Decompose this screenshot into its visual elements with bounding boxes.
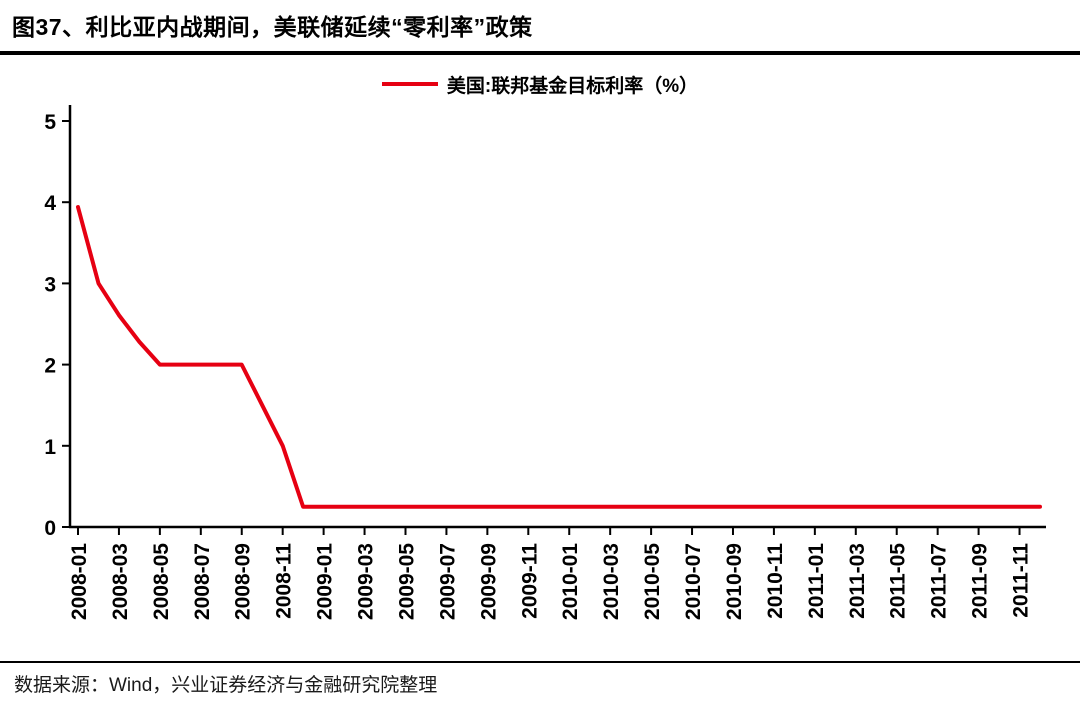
x-tick-label: 2010-11 — [764, 543, 787, 619]
x-tick-label: 2010-03 — [600, 543, 623, 620]
y-tick-label: 4 — [44, 192, 56, 215]
x-tick-label: 2008-09 — [232, 543, 255, 620]
data-source-text: 数据来源：Wind，兴业证券经济与金融研究院整理 — [14, 675, 438, 696]
y-tick-label: 1 — [44, 436, 56, 459]
x-tick-label: 2009-03 — [355, 543, 378, 620]
legend-series-label: 美国:联邦基金目标利率（%） — [446, 75, 699, 97]
chart-svg: 0 1 2 3 4 5 2008-01 2008-03 2008-05 2008-07 2008-0… — [44, 105, 1046, 620]
chart-area: 0 1 2 3 4 5 2008-01 2008-03 2008-05 2008-07 2008-0… — [0, 97, 1080, 657]
legend-line-swatch — [381, 82, 438, 86]
x-tick-label: 2011-09 — [969, 543, 992, 619]
x-tick-label: 2011-03 — [846, 543, 869, 619]
x-tick-label: 2009-05 — [395, 543, 418, 620]
y-tick-label: 0 — [44, 517, 56, 540]
x-tick-label: 2009-09 — [477, 543, 500, 620]
x-tick-label: 2008-05 — [150, 543, 173, 620]
y-tick-label: 5 — [44, 111, 56, 134]
fed-funds-rate-line — [76, 205, 1042, 509]
chart-legend: 美国:联邦基金目标利率（%） — [0, 71, 1080, 97]
x-tick-label: 2008-11 — [273, 543, 296, 619]
x-tick-label: 2011-11 — [1010, 543, 1033, 618]
x-tick-label: 2009-11 — [518, 543, 541, 619]
y-tick-label: 3 — [44, 273, 56, 296]
x-tick-label: 2010-09 — [723, 543, 746, 620]
x-tick-label: 2010-01 — [559, 543, 582, 620]
y-tick-label: 2 — [44, 355, 56, 378]
x-tick-label: 2010-07 — [682, 543, 705, 620]
x-tick-label: 2011-01 — [805, 543, 828, 619]
x-tick-label: 2008-07 — [191, 543, 214, 620]
page-title: 图37、利比亚内战期间，美联储延续“零利率”政策 — [12, 14, 533, 40]
figure-footer: 数据来源：Wind，兴业证券经济与金融研究院整理 — [0, 661, 1080, 705]
x-tick-label: 2009-01 — [314, 543, 337, 620]
figure-title-bar: 图37、利比亚内战期间，美联储延续“零利率”政策 — [0, 0, 1080, 55]
x-tick-label: 2010-05 — [641, 543, 664, 620]
x-tick-label: 2008-03 — [109, 543, 132, 620]
x-tick-label: 2009-07 — [436, 543, 459, 620]
x-tick-label: 2011-05 — [887, 543, 910, 619]
x-tick-label: 2008-01 — [68, 543, 91, 620]
x-tick-label: 2011-07 — [928, 543, 951, 619]
